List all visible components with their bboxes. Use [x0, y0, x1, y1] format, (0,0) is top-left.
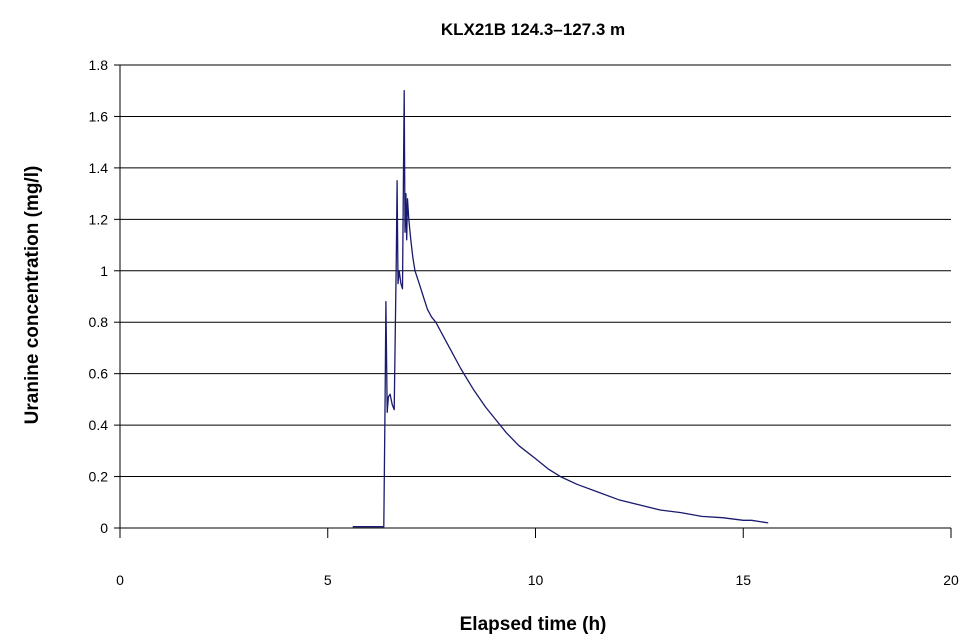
y-tick-label: 0	[100, 520, 108, 536]
x-tick-label: 10	[528, 572, 544, 588]
x-tick-label: 20	[943, 572, 959, 588]
series-line	[352, 90, 769, 528]
axes	[114, 64, 952, 538]
x-tick-label: 0	[116, 572, 124, 588]
y-tick-label: 1.8	[89, 57, 109, 73]
y-tick-label: 0.4	[89, 417, 109, 433]
series-group	[352, 90, 769, 528]
y-tick-label: 1.6	[89, 108, 109, 124]
y-tick-label: 0.6	[89, 366, 109, 382]
y-tick-label: 0.8	[89, 314, 109, 330]
y-tick-label: 1.4	[89, 160, 109, 176]
x-tick-label: 15	[735, 572, 751, 588]
y-tick-label: 1	[100, 263, 108, 279]
y-tick-label: 1.2	[89, 211, 109, 227]
grid-lines	[120, 64, 951, 478]
x-tick-labels: 0 5 10 15 20	[116, 572, 959, 588]
y-tick-label: 0.2	[89, 469, 109, 485]
y-tick-labels: 0 0.2 0.4 0.6 0.8 1 1.2 1.4 1.6 1.8	[89, 57, 109, 536]
y-axis-label: Uranine concentration (mg/l)	[22, 166, 43, 425]
x-axis-label: Elapsed time (h)	[460, 614, 607, 635]
chart-title: KLX21B 124.3–127.3 m	[441, 20, 625, 39]
x-tick-label: 5	[324, 572, 332, 588]
